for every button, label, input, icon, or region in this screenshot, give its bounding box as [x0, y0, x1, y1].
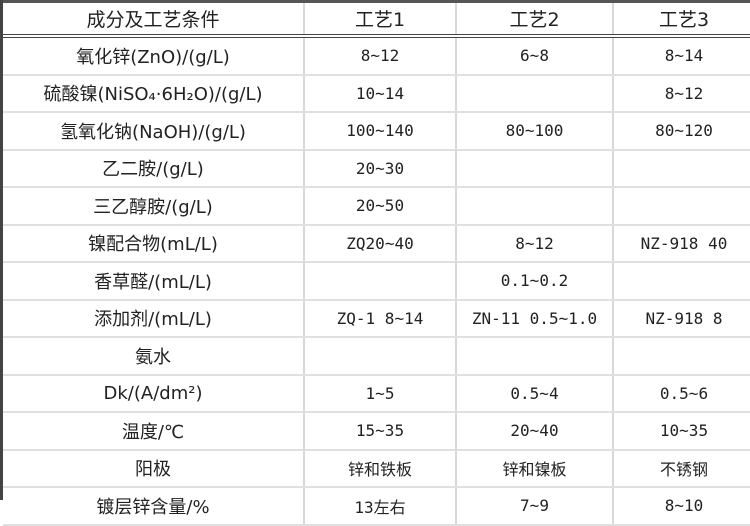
- cell-process-2: ZN-11 0.5~1.0: [456, 299, 614, 338]
- cell-process-2: 锌和镍板: [456, 449, 614, 488]
- header-cell-conditions: 成分及工艺条件: [3, 3, 305, 38]
- table-row: 添加剂/(mL/L) ZQ-1 8~14 ZN-11 0.5~1.0 NZ-918 8: [3, 299, 750, 338]
- table-row: 氧化锌(ZnO)/(g/L) 8~12 6~8 8~14: [3, 36, 750, 76]
- cell-process-3: [613, 149, 750, 188]
- cell-process-2: 6~8: [456, 36, 614, 76]
- cell-process-3: NZ-918 40: [613, 224, 750, 263]
- cell-process-1: 20~30: [304, 149, 457, 188]
- row-label: 硫酸镍(NiSO₄·6H₂O)/(g/L): [3, 74, 305, 113]
- row-label: 三乙醇胺/(g/L): [3, 187, 305, 226]
- row-label: 氢氧化钠(NaOH)/(g/L): [3, 112, 305, 151]
- process-table: 成分及工艺条件 工艺1 工艺2 工艺3 氧化锌(ZnO)/(g/L) 8~12 6~…: [3, 3, 750, 526]
- cell-process-1: 1~5: [304, 374, 457, 413]
- header-cell-process-3: 工艺3: [613, 3, 750, 38]
- cell-process-3: [613, 337, 750, 376]
- cell-process-3: 8~12: [613, 74, 750, 113]
- cell-process-2: 7~9: [456, 487, 614, 526]
- table-row: 阳极 锌和铁板 锌和镍板 不锈钢: [3, 449, 750, 488]
- header-row: 成分及工艺条件 工艺1 工艺2 工艺3: [3, 3, 750, 38]
- cell-process-2: [456, 187, 614, 226]
- row-label: 温度/℃: [3, 412, 305, 451]
- cell-process-1: ZQ20~40: [304, 224, 457, 263]
- cell-process-1: 100~140: [304, 112, 457, 151]
- cell-process-3: 8~10: [613, 487, 750, 526]
- cell-process-2: 8~12: [456, 224, 614, 263]
- cell-process-3: [613, 187, 750, 226]
- table-row: 氨水: [3, 337, 750, 376]
- row-label: 氧化锌(ZnO)/(g/L): [3, 36, 305, 76]
- table-row: 氢氧化钠(NaOH)/(g/L) 100~140 80~100 80~120: [3, 112, 750, 151]
- cell-process-3: 0.5~6: [613, 374, 750, 413]
- cell-process-1: 13左右: [304, 487, 457, 526]
- table-row: 乙二胺/(g/L) 20~30: [3, 149, 750, 188]
- header-cell-process-2: 工艺2: [456, 3, 614, 38]
- table-row: Dk/(A/dm²) 1~5 0.5~4 0.5~6: [3, 374, 750, 413]
- cell-process-3: 10~35: [613, 412, 750, 451]
- row-label: 镍配合物(mL/L): [3, 224, 305, 263]
- cell-process-3: 8~14: [613, 36, 750, 76]
- row-label: 乙二胺/(g/L): [3, 149, 305, 188]
- cell-process-3: 80~120: [613, 112, 750, 151]
- row-label: 氨水: [3, 337, 305, 376]
- cell-process-1: ZQ-1 8~14: [304, 299, 457, 338]
- table-row: 三乙醇胺/(g/L) 20~50: [3, 187, 750, 226]
- cell-process-2: 20~40: [456, 412, 614, 451]
- table-row: 香草醛/(mL/L) 0.1~0.2: [3, 262, 750, 301]
- table-row: 温度/℃ 15~35 20~40 10~35: [3, 412, 750, 451]
- table-row: 硫酸镍(NiSO₄·6H₂O)/(g/L) 10~14 8~12: [3, 74, 750, 113]
- row-label: Dk/(A/dm²): [3, 374, 305, 413]
- cell-process-2: 80~100: [456, 112, 614, 151]
- top-border: [0, 0, 750, 3]
- cell-process-2: 0.5~4: [456, 374, 614, 413]
- cell-process-1: 8~12: [304, 36, 457, 76]
- cell-process-1: 锌和铁板: [304, 449, 457, 488]
- cell-process-3: 不锈钢: [613, 449, 750, 488]
- row-label: 香草醛/(mL/L): [3, 262, 305, 301]
- header-cell-process-1: 工艺1: [304, 3, 457, 38]
- cell-process-1: [304, 262, 457, 301]
- cell-process-1: 10~14: [304, 74, 457, 113]
- cell-process-2: 0.1~0.2: [456, 262, 614, 301]
- row-label: 镀层锌含量/%: [3, 487, 305, 526]
- cell-process-1: 20~50: [304, 187, 457, 226]
- row-label: 添加剂/(mL/L): [3, 299, 305, 338]
- cell-process-2: [456, 149, 614, 188]
- cell-process-1: [304, 337, 457, 376]
- cell-process-1: 15~35: [304, 412, 457, 451]
- cell-process-3: NZ-918 8: [613, 299, 750, 338]
- table-row: 镍配合物(mL/L) ZQ20~40 8~12 NZ-918 40: [3, 224, 750, 263]
- cell-process-2: [456, 337, 614, 376]
- row-label: 阳极: [3, 449, 305, 488]
- cell-process-3: [613, 262, 750, 301]
- left-border: [0, 0, 3, 500]
- table-row: 镀层锌含量/% 13左右 7~9 8~10: [3, 487, 750, 526]
- cell-process-2: [456, 74, 614, 113]
